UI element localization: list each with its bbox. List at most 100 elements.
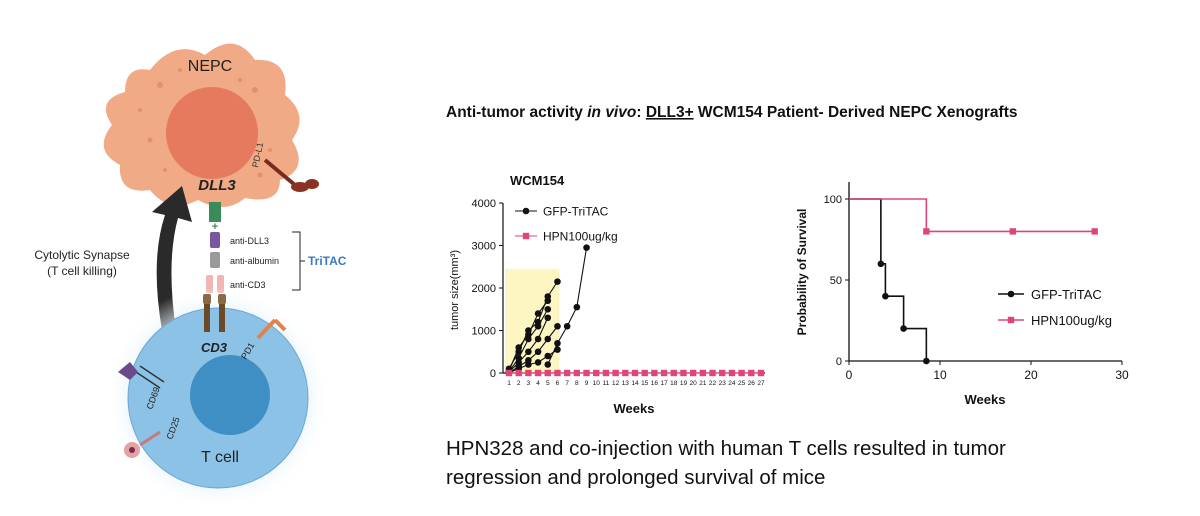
chart2-y-tick-label: 0 [836, 356, 842, 368]
tritac-domain-anti-cd3: anti-CD3 [230, 280, 266, 290]
chart1-x-tick-label: 15 [641, 380, 649, 387]
chart1-x-tick-label: 27 [757, 380, 765, 387]
chart1-data-point [689, 369, 697, 377]
chart1-data-point [544, 352, 552, 360]
headline-underlined: DLL3+ [646, 104, 694, 121]
headline: Anti-tumor activity in vivo: DLL3+ WCM15… [446, 104, 1017, 121]
conclusion-line1: HPN328 and co-injection with human T cel… [446, 437, 1006, 460]
chart1-data-point [583, 369, 590, 377]
conclusion-line2: regression and prolonged survival of mic… [446, 466, 825, 489]
headline-colon: : [636, 104, 645, 121]
chart1-x-tick-label: 3 [527, 380, 531, 387]
tritac-molecule-icon: + [206, 202, 224, 293]
pdl1-receptor-icon [263, 158, 319, 192]
chart1-x-tick-label: 26 [748, 380, 756, 387]
chart2-data-point [923, 357, 930, 365]
chart1-data-point [583, 244, 590, 251]
chart1-data-point [534, 348, 542, 356]
chart1-data-point [660, 369, 668, 377]
chart1-data-point [515, 369, 522, 377]
chart1-data-point [554, 322, 561, 330]
chart2-y-tick-label: 100 [824, 194, 842, 206]
chart2-data-point [1009, 228, 1016, 235]
chart1-data-point [525, 348, 532, 356]
chart1-y-tick-label: 3000 [472, 241, 496, 253]
chart2-series [849, 198, 930, 365]
chart2-series [849, 198, 1098, 235]
chart2-legend-marker [1007, 290, 1015, 298]
tritac-domain-anti-dll3: anti-DLL3 [230, 236, 269, 246]
cd25-receptor-icon [124, 430, 161, 458]
chart2-data-point [900, 325, 907, 332]
chart1-data-point [757, 369, 765, 377]
tcell-nucleus [190, 355, 270, 435]
chart2-data-point [923, 228, 930, 235]
chart1-data-point [544, 361, 552, 368]
chart1-data-point [515, 348, 522, 356]
chart2-x-tick-label: 30 [1115, 368, 1129, 382]
dll3-label: DLL3 [198, 177, 236, 194]
chart1-y-tick-label: 1000 [472, 326, 496, 338]
chart1-data-point [728, 369, 736, 377]
chart1-x-tick-label: 21 [699, 380, 707, 387]
chart1-x-tick-label: 24 [728, 380, 736, 387]
chart2-survival-curve [849, 198, 928, 361]
chart2-x-axis-label: Weeks [965, 392, 1006, 407]
chart1-data-point [748, 369, 755, 377]
chart1-data-point [534, 359, 542, 366]
chart1-data-point [631, 369, 639, 377]
nepc-label: NEPC [188, 58, 232, 75]
pd1-receptor-icon [256, 318, 287, 340]
chart2-legend-label: HPN100ug/kg [1031, 313, 1112, 328]
chart1-x-tick-label: 19 [680, 380, 688, 387]
chart1-data-point [554, 278, 561, 285]
chart1-data-point [670, 369, 677, 377]
chart1-data-point [525, 369, 532, 377]
chart1-data-point [525, 327, 532, 334]
chart1-legend-label: HPN100ug/kg [543, 230, 618, 244]
chart1-y-tick-label: 4000 [472, 198, 496, 210]
cd3-label: CD3 [201, 340, 228, 355]
chart1-data-point [651, 369, 658, 377]
chart2-data-point [1091, 228, 1098, 235]
chart1-x-tick-label: 10 [593, 380, 601, 387]
chart1-x-tick-label: 12 [612, 380, 620, 387]
chart2-x-tick-label: 10 [933, 368, 947, 382]
chart2-data-point [882, 292, 889, 300]
chart1-x-tick-label: 1 [507, 380, 511, 387]
chart1-x-tick-label: 6 [556, 380, 560, 387]
chart1-series [544, 244, 590, 368]
chart1-y-tick-label: 2000 [472, 283, 496, 295]
chart1-data-point [554, 369, 561, 377]
nepc-nucleus [166, 87, 258, 179]
chart1-data-point [544, 335, 552, 343]
mechanism-diagram: NEPC DLL3 PD-L1 + anti-DLL3 anti-albumin… [34, 43, 347, 510]
chart2-survival-curve [849, 198, 1095, 233]
chart1-x-tick-label: 11 [603, 380, 610, 387]
chart1-data-point [534, 322, 542, 330]
headline-italic: in vivo [587, 104, 636, 121]
chart2-y-axis-label: Probability of Survival [795, 209, 809, 336]
chart1-data-point [544, 293, 552, 300]
chart2-x-tick-label: 0 [846, 368, 853, 382]
chart1-data-point [738, 369, 745, 377]
chart1-x-tick-label: 18 [670, 380, 678, 387]
tritac-label: TriTAC [308, 254, 347, 268]
chart1-data-point [505, 369, 513, 377]
chart1-x-tick-label: 20 [690, 380, 698, 387]
synapse-arrow-icon [152, 186, 192, 330]
chart1-data-point [699, 369, 707, 377]
tritac-domain-anti-albumin: anti-albumin [230, 256, 279, 266]
chart1-x-tick-label: 23 [719, 380, 727, 387]
chart1-data-point [719, 369, 726, 377]
chart1-data-point [525, 335, 532, 343]
chart2-y-tick-label: 50 [830, 275, 842, 287]
chart1-x-axis-label: Weeks [614, 401, 655, 416]
chart1-x-tick-label: 2 [517, 380, 521, 387]
chart2-legend-marker [1007, 316, 1015, 324]
survival-chart: 0 50 100 0 10 20 30 Weeks Probability of Surviva… [795, 182, 1129, 407]
chart1-data-point [534, 369, 542, 377]
chart1-y-tick-label: 0 [490, 368, 496, 380]
synapse-label-line1: Cytolytic Synapse [34, 248, 130, 262]
